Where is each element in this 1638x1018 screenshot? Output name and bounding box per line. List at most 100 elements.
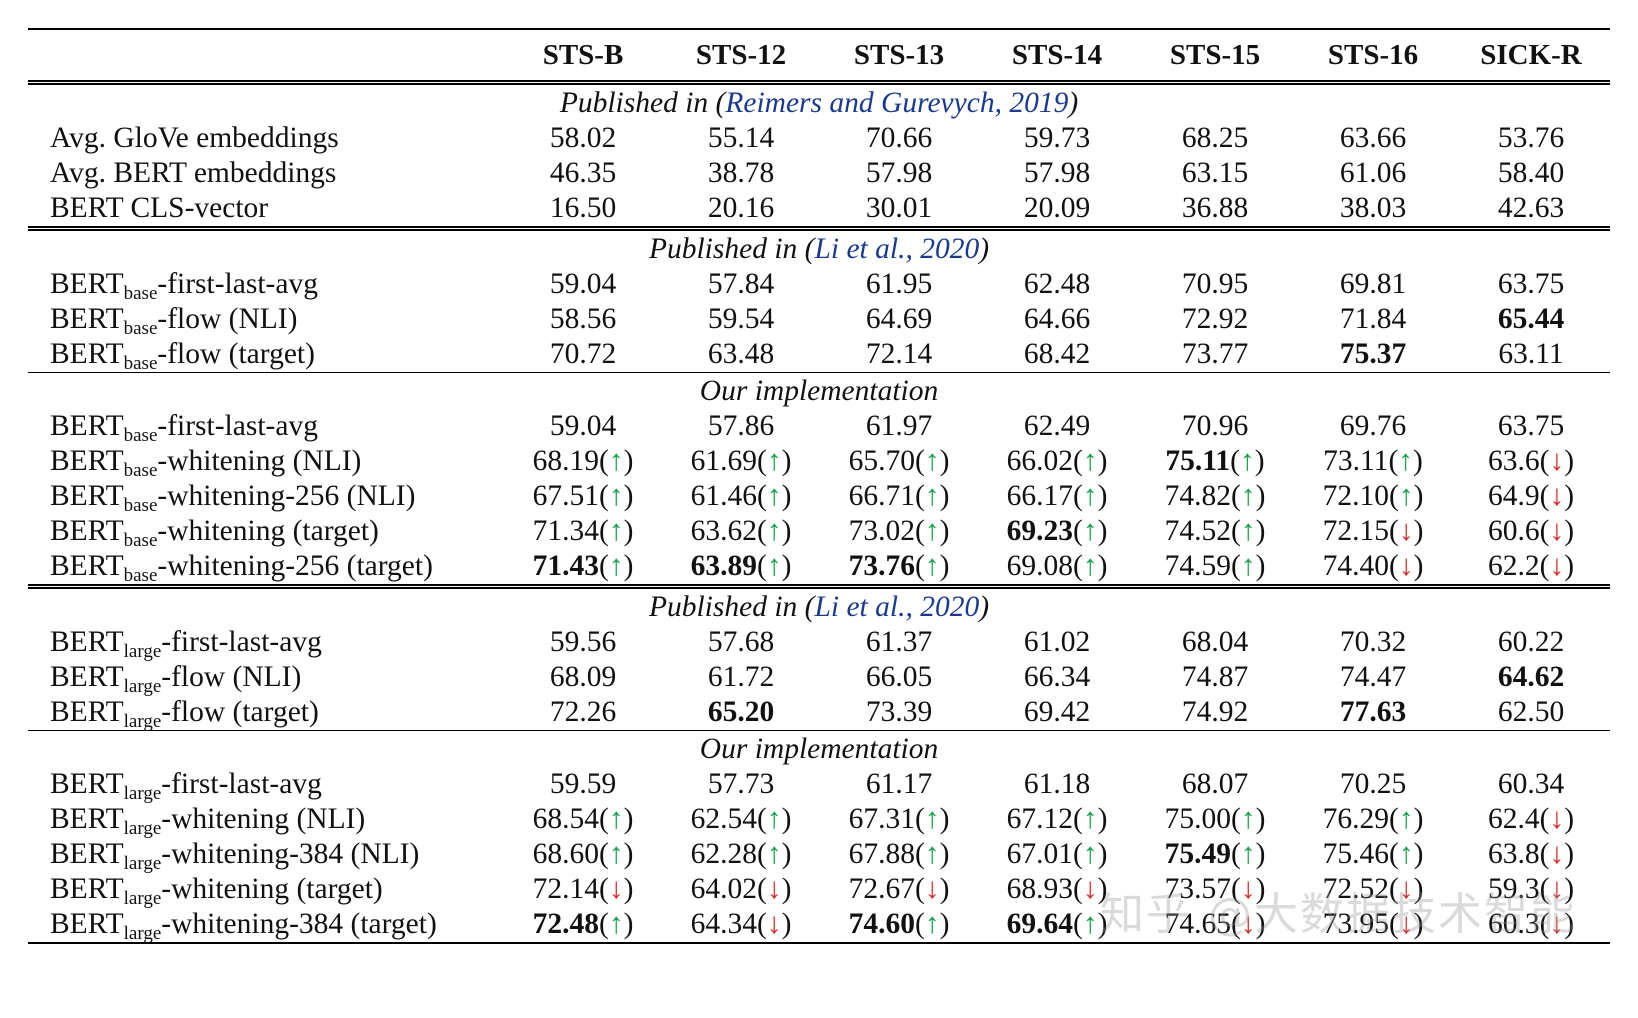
score-value: 68.19 bbox=[532, 445, 599, 477]
score-cell: 72.14 bbox=[820, 337, 978, 373]
arrow-down-icon: ↓ bbox=[1398, 908, 1414, 940]
section-header-suffix: ) bbox=[979, 591, 990, 623]
score-cell: 61.97 bbox=[820, 409, 978, 444]
score-cell: 57.68 bbox=[662, 625, 820, 660]
paren-close: ) bbox=[781, 838, 792, 870]
arrow-up-icon: ↑ bbox=[1240, 803, 1256, 835]
paren-close: ) bbox=[939, 550, 950, 582]
score-cell: 67.51(↑) bbox=[504, 479, 662, 514]
score-cell: 62.50 bbox=[1452, 695, 1610, 731]
paren-open: ( bbox=[1388, 908, 1399, 940]
header-row: STS-B STS-12 STS-13 STS-14 STS-15 STS-16… bbox=[28, 28, 1610, 85]
score-cell: 68.60(↑) bbox=[504, 837, 662, 872]
paren-open: ( bbox=[598, 908, 609, 940]
paren-open: ( bbox=[598, 803, 609, 835]
score-cell: 71.43(↑) bbox=[504, 549, 662, 587]
score-cell: 60.3(↓) bbox=[1452, 907, 1610, 944]
score-value: 68.25 bbox=[1181, 122, 1249, 154]
citation-link[interactable]: Li et al., 2020 bbox=[814, 591, 980, 623]
paren-close: ) bbox=[1564, 550, 1575, 582]
section-header-prefix: Published in ( bbox=[559, 87, 726, 119]
score-value: 68.04 bbox=[1181, 626, 1249, 658]
score-value: 59.56 bbox=[549, 626, 617, 658]
table-row: BERTlarge-first-last-avg 59.59 57.73 61.17 6… bbox=[28, 767, 1610, 804]
score-cell: 68.25 bbox=[1136, 121, 1294, 156]
score-value: 63.48 bbox=[707, 338, 775, 370]
table-row: BERTlarge-whitening (NLI) 68.54(↑) 62.54(↑… bbox=[28, 802, 1610, 838]
score-cell: 64.69 bbox=[820, 302, 978, 337]
column-header: STS-12 bbox=[662, 28, 820, 85]
score-value: 59.54 bbox=[707, 303, 775, 335]
score-value: 63.8 bbox=[1487, 838, 1540, 870]
score-cell: 68.42 bbox=[978, 337, 1136, 373]
paren-open: ( bbox=[914, 873, 925, 905]
score-value: 67.31 bbox=[848, 803, 915, 835]
score-cell: 72.52(↓) bbox=[1294, 872, 1452, 907]
score-cell: 59.73 bbox=[978, 121, 1136, 156]
score-cell: 53.76 bbox=[1452, 121, 1610, 156]
score-value: 72.26 bbox=[549, 696, 617, 728]
method-name-subscript: base bbox=[123, 283, 158, 304]
score-cell: 66.02(↑) bbox=[978, 444, 1136, 479]
arrow-up-icon: ↑ bbox=[1082, 480, 1098, 512]
score-value: 74.82 bbox=[1164, 480, 1231, 512]
method-name-subscript: large bbox=[123, 783, 162, 804]
score-value: 62.49 bbox=[1023, 410, 1091, 442]
method-name-suffix: -first-last-avg bbox=[161, 626, 322, 658]
arrow-down-icon: ↓ bbox=[924, 873, 940, 905]
score-value: 58.56 bbox=[549, 303, 617, 335]
score-cell: 77.63 bbox=[1294, 695, 1452, 731]
score-value: 36.88 bbox=[1181, 192, 1249, 224]
score-cell: 20.16 bbox=[662, 191, 820, 229]
score-cell: 75.11(↑) bbox=[1136, 444, 1294, 479]
method-name-suffix: -first-last-avg bbox=[157, 410, 318, 442]
score-value: 76.29 bbox=[1322, 803, 1389, 835]
method-name: BERTbase-first-last-avg bbox=[28, 267, 504, 304]
arrow-down-icon: ↓ bbox=[766, 873, 782, 905]
table-row: BERTlarge-whitening-384 (NLI) 68.60(↑) 62.… bbox=[28, 837, 1610, 873]
section-header-suffix: ) bbox=[979, 233, 990, 265]
paren-open: ( bbox=[598, 480, 609, 512]
arrow-up-icon: ↑ bbox=[608, 838, 624, 870]
paren-close: ) bbox=[939, 908, 950, 940]
method-name-suffix: -whitening-384 (NLI) bbox=[161, 838, 420, 870]
score-value: 68.09 bbox=[549, 661, 617, 693]
score-value: 64.66 bbox=[1023, 303, 1091, 335]
score-value: 55.14 bbox=[707, 122, 775, 154]
paren-open: ( bbox=[1539, 838, 1550, 870]
score-value: 74.65 bbox=[1164, 908, 1231, 940]
score-cell: 74.92 bbox=[1136, 695, 1294, 731]
citation-link[interactable]: Reimers and Gurevych, 2019 bbox=[725, 87, 1069, 119]
score-cell: 73.77 bbox=[1136, 337, 1294, 373]
table-row: BERTlarge-flow (NLI) 68.09 61.72 66.05 66.34… bbox=[28, 660, 1610, 696]
score-value: 72.15 bbox=[1322, 515, 1389, 547]
score-cell: 70.66 bbox=[820, 121, 978, 156]
arrow-up-icon: ↑ bbox=[1082, 908, 1098, 940]
arrow-up-icon: ↑ bbox=[1398, 803, 1414, 835]
arrow-up-icon: ↑ bbox=[924, 803, 940, 835]
arrow-up-icon: ↑ bbox=[608, 445, 624, 477]
arrow-up-icon: ↑ bbox=[1240, 838, 1256, 870]
score-cell: 63.75 bbox=[1452, 267, 1610, 302]
method-name-suffix: -whitening (target) bbox=[157, 515, 379, 547]
paren-close: ) bbox=[1097, 445, 1108, 477]
arrow-up-icon: ↑ bbox=[766, 445, 782, 477]
header-empty-cell bbox=[28, 28, 504, 85]
score-value: 74.87 bbox=[1181, 661, 1249, 693]
method-name: BERT CLS-vector bbox=[28, 191, 504, 229]
score-cell: 66.34 bbox=[978, 660, 1136, 695]
score-cell: 61.18 bbox=[978, 767, 1136, 802]
score-value: 73.02 bbox=[848, 515, 915, 547]
score-value: 72.10 bbox=[1322, 480, 1389, 512]
score-value: 57.98 bbox=[1023, 157, 1091, 189]
table-row: BERTbase-flow (NLI) 58.56 59.54 64.69 64.66 7… bbox=[28, 302, 1610, 338]
score-cell: 63.8(↓) bbox=[1452, 837, 1610, 872]
citation-link[interactable]: Li et al., 2020 bbox=[814, 233, 980, 265]
method-name: BERTbase-whitening-256 (target) bbox=[28, 549, 504, 587]
paren-open: ( bbox=[1230, 550, 1241, 582]
paren-close: ) bbox=[623, 908, 634, 940]
paren-close: ) bbox=[1255, 873, 1266, 905]
score-value: 75.11 bbox=[1165, 445, 1231, 477]
table-row: BERTlarge-first-last-avg 59.56 57.68 61.37 6… bbox=[28, 625, 1610, 661]
score-value: 68.54 bbox=[532, 803, 599, 835]
